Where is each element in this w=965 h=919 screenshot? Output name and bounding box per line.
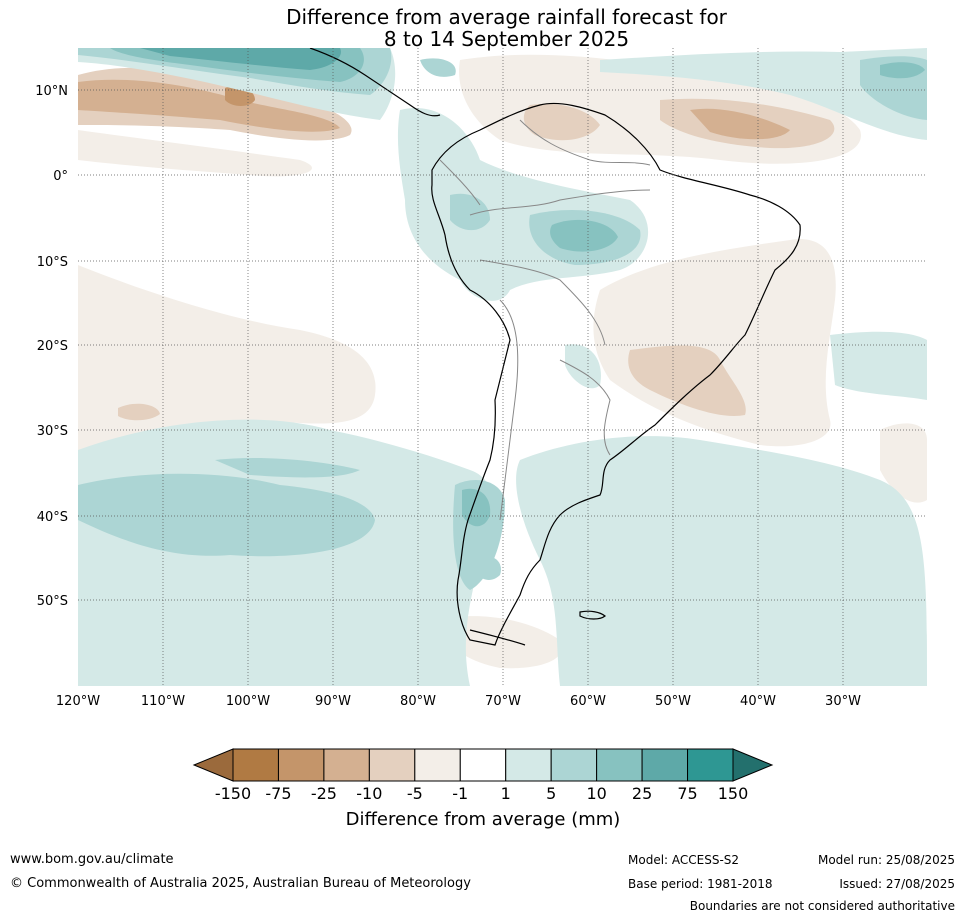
anomaly-dry-light	[440, 616, 562, 669]
colorbar-cell	[596, 748, 643, 782]
colorbar-cell	[459, 748, 507, 782]
anomaly-wet-light	[600, 48, 927, 140]
colorbar-cell	[414, 748, 461, 782]
footer-issued: Issued: 27/08/2025	[839, 877, 955, 891]
footer-url: www.bom.gov.au/climate	[10, 852, 174, 867]
footer-base-period: Base period: 1981-2018	[628, 877, 773, 891]
anomaly-wet-light	[565, 344, 601, 389]
lon-label: 30°W	[825, 694, 861, 709]
colorbar-cells	[232, 748, 734, 782]
anomaly-wet-strong	[880, 62, 925, 79]
anomaly-fields	[78, 48, 927, 686]
colorbar-extend-right	[732, 748, 774, 782]
anomaly-wet-light	[516, 436, 927, 686]
lon-label: 40°W	[740, 694, 776, 709]
coastline-south-america	[431, 102, 801, 646]
lon-label: 120°W	[56, 694, 100, 709]
anomaly-dry-medium	[118, 403, 160, 421]
colorbar-cell	[550, 748, 598, 782]
graticule	[78, 48, 927, 686]
anomaly-dry-light	[78, 130, 312, 177]
coastline-tierra-del-fuego	[469, 629, 526, 646]
footer-copyright: © Commonwealth of Australia 2025, Austra…	[10, 876, 471, 891]
colorbar-tick-label: 25	[632, 784, 652, 803]
anomaly-wet-medium	[78, 473, 375, 557]
colorbar-label: Difference from average (mm)	[346, 809, 621, 830]
colorbar-tick-labels: -150 -75 -25 -10 -5 -1 1 5 10 25 75 150	[215, 784, 748, 803]
colorbar-tick-label: -5	[407, 784, 423, 803]
colorbar-extend-left	[192, 748, 234, 782]
lat-label: 40°S	[37, 510, 68, 525]
lat-label: 0°	[53, 169, 68, 184]
lon-label: 50°W	[655, 694, 691, 709]
colorbar-tick-label: 5	[546, 784, 556, 803]
longitude-labels: 120°W 110°W 100°W 90°W 80°W 70°W 60°W 50…	[56, 694, 861, 709]
footer-model: Model: ACCESS-S2	[628, 853, 740, 867]
anomaly-wet-medium	[470, 555, 501, 580]
coastline-falklands	[579, 610, 606, 620]
anomaly-wet-medium	[420, 58, 456, 77]
colorbar-cell	[323, 748, 370, 782]
colorbar-cell	[687, 748, 734, 782]
anomaly-dry-light	[880, 423, 927, 503]
lat-label: 20°S	[37, 339, 68, 354]
anomaly-wet-medium	[215, 458, 360, 478]
colorbar-cell	[368, 748, 416, 782]
colorbar-tick-label: 150	[718, 784, 749, 803]
lon-label: 100°W	[226, 694, 270, 709]
lon-label: 60°W	[570, 694, 606, 709]
lon-label: 90°W	[315, 694, 351, 709]
map-title-line-1: Difference from average rainfall forecas…	[286, 5, 727, 29]
lat-label: 50°S	[37, 594, 68, 609]
anomaly-dry-medium	[523, 103, 600, 141]
lon-label: 110°W	[141, 694, 185, 709]
lat-label: 10°S	[37, 255, 68, 270]
footer-model-run: Model run: 25/08/2025	[817, 853, 955, 867]
anomaly-dry-strong	[690, 108, 790, 140]
colorbar-tick-label: -75	[265, 784, 291, 803]
lon-label: 70°W	[485, 694, 521, 709]
colorbar-tick-label: -25	[311, 784, 337, 803]
anomaly-wet-core	[140, 48, 341, 70]
lon-label: 80°W	[400, 694, 436, 709]
colorbar-tick-label: 1	[501, 784, 511, 803]
latitude-labels: 10°N 0° 10°S 20°S 30°S 40°S 50°S	[35, 84, 68, 609]
colorbar-cell	[505, 748, 552, 782]
anomaly-dry-medium	[628, 345, 746, 416]
colorbar-cell	[232, 748, 279, 782]
lat-label: 10°N	[35, 84, 68, 99]
lat-label: 30°S	[37, 424, 68, 439]
anomaly-dry-strong	[78, 79, 340, 132]
national-borders	[439, 119, 651, 521]
colorbar-cell	[641, 748, 689, 782]
colorbar-cell	[277, 748, 325, 782]
map-title-line-2: 8 to 14 September 2025	[383, 27, 630, 51]
anomaly-wet-medium	[450, 193, 490, 231]
anomaly-wet-strong	[550, 219, 618, 252]
colorbar-tick-label: -150	[215, 784, 251, 803]
anomaly-dry-light	[593, 239, 836, 447]
colorbar-tick-label: 75	[677, 784, 697, 803]
colorbar-tick-label: 10	[586, 784, 606, 803]
anomaly-wet-light	[830, 331, 927, 400]
colorbar: -150 -75 -25 -10 -5 -1 1 5 10 25 75 150 Difference …	[192, 748, 774, 830]
colorbar-tick-label: -10	[356, 784, 382, 803]
colorbar-tick-label: -1	[452, 784, 468, 803]
footer-disclaimer: Boundaries are not considered authoritat…	[689, 899, 955, 913]
